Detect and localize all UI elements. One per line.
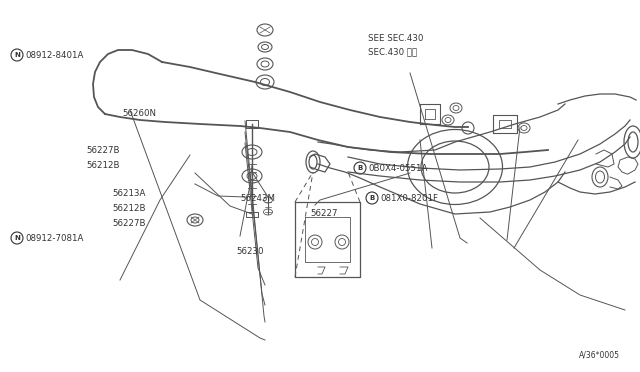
Text: 56227: 56227 bbox=[310, 208, 337, 218]
Text: N: N bbox=[14, 235, 20, 241]
Text: 081X0-8201F: 081X0-8201F bbox=[380, 193, 438, 202]
Text: SEC.430 参照: SEC.430 参照 bbox=[368, 48, 417, 57]
Text: 56260N: 56260N bbox=[122, 109, 156, 118]
Text: 0B0X4-0551A: 0B0X4-0551A bbox=[368, 164, 428, 173]
Text: A/36*0005: A/36*0005 bbox=[579, 351, 620, 360]
Text: 56227B: 56227B bbox=[86, 145, 120, 154]
Text: 56227B: 56227B bbox=[112, 218, 145, 228]
Text: 56212B: 56212B bbox=[86, 160, 120, 170]
Text: N: N bbox=[14, 52, 20, 58]
Text: 56230: 56230 bbox=[236, 247, 264, 257]
Text: 56243M: 56243M bbox=[240, 193, 275, 202]
Text: 08912-7081A: 08912-7081A bbox=[25, 234, 83, 243]
Text: B: B bbox=[369, 195, 374, 201]
Text: B: B bbox=[357, 165, 363, 171]
Text: 08912-8401A: 08912-8401A bbox=[25, 51, 83, 60]
Text: 56212B: 56212B bbox=[112, 203, 145, 212]
Text: 56213A: 56213A bbox=[112, 189, 145, 198]
Text: SEE SEC.430: SEE SEC.430 bbox=[368, 33, 424, 42]
